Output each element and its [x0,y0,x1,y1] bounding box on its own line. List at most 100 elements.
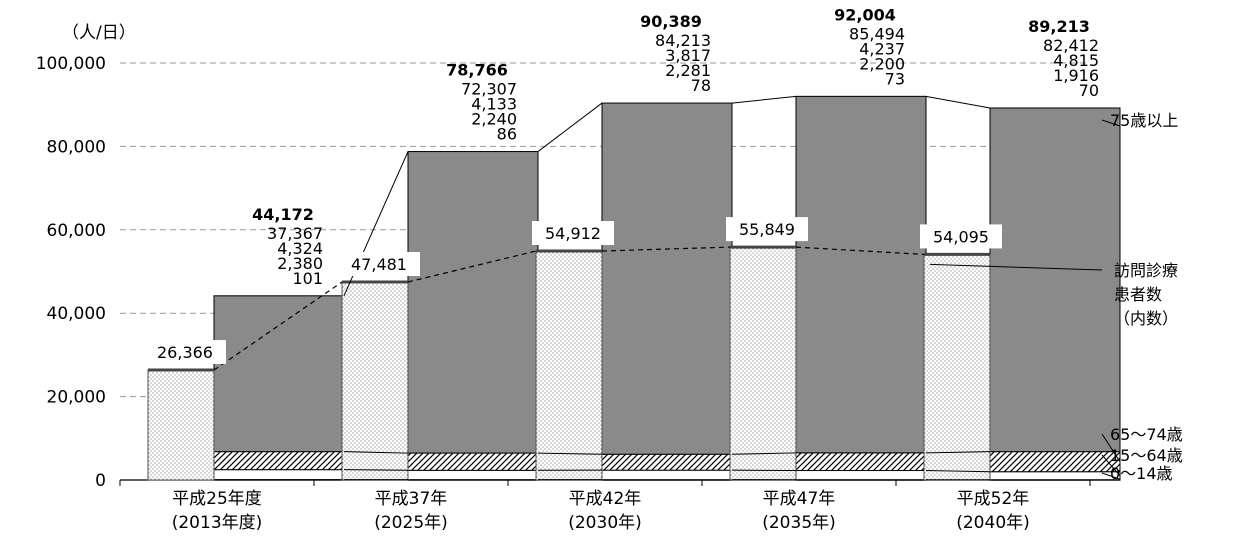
segment-value-label: 4,324 [277,239,323,258]
home-visit-value-label: 55,849 [739,220,795,239]
total-value-label: 90,389 [640,12,702,31]
home-visit-value-label: 54,095 [933,227,989,246]
y-tick-label: 40,000 [47,304,106,324]
home-visit-bar [535,250,603,481]
home-visit-label-bg [144,340,226,365]
home-visit-label-bg [532,221,614,246]
y-tick-label: 100,000 [36,54,106,74]
segment-value-label: 85,494 [849,24,905,43]
bars [147,95,1121,481]
series-connector [343,469,409,471]
bar-segment-3 [407,452,539,471]
y-tick-label: 80,000 [47,137,106,157]
legend-label-home-visit: （内数） [1114,309,1178,328]
bar-segment-4 [407,151,539,454]
segment-value-label: 86 [497,125,517,144]
segment-value-label: 70 [1079,81,1099,100]
home-visit-connector [407,250,537,283]
segment-value-label: 82,412 [1043,36,1099,55]
x-category-label: 平成37年 [375,489,448,509]
series-connector [731,95,797,104]
home-visit-connector [213,281,343,371]
home-visit-bar [923,253,991,481]
total-value-label: 44,172 [252,205,314,224]
y-tick-label: 60,000 [47,221,106,241]
segment-value-label: 84,213 [655,31,711,50]
x-category-label: 平成47年 [763,489,836,509]
home-visit-bar [147,369,215,481]
legend-leader-line [1101,472,1121,480]
segment-value-label: 101 [292,269,323,288]
segment-value-label: 78 [691,76,711,95]
x-category-label: (2040年) [956,513,1030,533]
category-labels: 平成25年度 (2013年度) 平成37年 (2025年) 平成42年 (2030年) 平成… [172,489,1030,533]
legend-label: 15～64歳 [1110,446,1183,465]
legend-leader-line [1101,454,1121,477]
home-visit-label-bg [726,217,808,242]
y-tick-label: 0 [95,471,106,491]
y-unit-label: （人/日） [62,23,136,43]
segment-value-label: 2,281 [665,61,711,80]
legend-label-home-visit: 患者数 [1114,285,1162,304]
segment-value-label: 72,307 [461,80,517,99]
bar-segment-3 [795,452,927,472]
bar-segment-4 [213,295,345,453]
series-connector [925,95,991,109]
segment-value-label: 2,240 [471,110,517,129]
home-visit-label-bg [920,224,1002,249]
x-category-label: (2030年) [568,513,642,533]
legend-leader-line [1101,433,1121,462]
series-connector [343,451,409,454]
segment-value-label: 37,367 [267,224,323,243]
legend-label: 0～14歳 [1110,464,1173,483]
x-category-label: 平成25年度 [172,489,262,509]
segment-value-label: 73 [885,69,905,88]
legend-label-home-visit: 訪問診療 [1114,261,1178,280]
bar-segment-3 [213,451,345,471]
bar-segment-4 [795,95,927,454]
bar-segment-4 [989,107,1121,453]
legend-label: 75歳以上 [1110,111,1178,130]
bar-segment-3 [989,451,1121,473]
segment-value-label: 4,815 [1053,51,1099,70]
legend-label: 65～74歳 [1110,425,1183,444]
x-category-label: (2035年) [762,513,836,533]
bar-segment-3 [601,453,733,471]
bar-segment-2 [407,469,539,481]
bar-segment-4 [601,102,733,455]
x-category-label: 平成52年 [957,489,1030,509]
home-visit-value-label: 26,366 [157,343,213,362]
home-visit-label-bg [338,252,420,277]
segment-value-label: 4,133 [471,95,517,114]
home-visit-bar [341,281,409,481]
segment-value-label: 4,237 [859,39,905,58]
x-category-label: (2025年) [374,513,448,533]
segment-value-label: 1,916 [1053,66,1099,85]
home-visit-value-label: 54,912 [545,224,601,243]
total-value-label: 78,766 [446,61,508,80]
home-visit-value-label: 47,481 [351,255,407,274]
home-visit-connector [601,246,731,252]
bar-segment-2 [989,471,1121,481]
bar-segment-2 [795,470,927,481]
y-tick-label: 20,000 [47,388,106,408]
legend-leader-line [1101,119,1121,127]
bar-segment-2 [213,469,345,481]
home-visit-bar [729,246,797,481]
segment-value-label: 3,817 [665,46,711,65]
bar-segment-2 [601,469,733,481]
segment-value-label: 2,200 [859,54,905,73]
y-tick-labels: 0 20,000 40,000 60,000 80,000 100,000 [36,54,106,491]
total-value-label: 89,213 [1028,17,1090,36]
series-connector [925,470,991,473]
home-visit-connector [795,246,925,256]
series-connector [537,102,603,152]
series-connector [731,452,797,455]
x-category-label: (2013年度) [172,513,263,533]
series-connector [537,452,603,455]
legend-leader-line [929,263,1103,271]
segment-value-label: 2,380 [277,254,323,273]
